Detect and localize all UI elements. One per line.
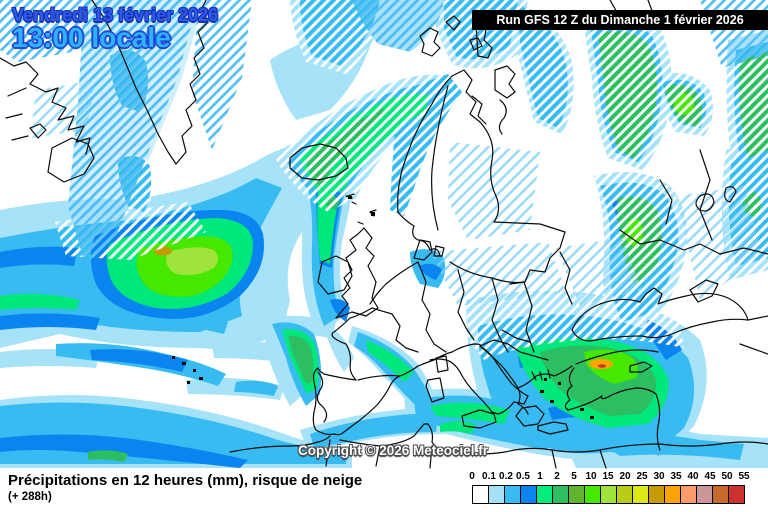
legend-cell <box>488 485 505 504</box>
legend-label: 55 <box>738 471 750 482</box>
legend-cell <box>552 485 569 504</box>
legend-label: 20 <box>619 471 631 482</box>
legend-cell <box>568 485 585 504</box>
map-caption: Précipitations en 12 heures (mm), risque… <box>8 472 363 489</box>
legend-cell <box>504 485 521 504</box>
footer-bar: Précipitations en 12 heures (mm), risque… <box>0 470 768 512</box>
legend-cell <box>632 485 649 504</box>
legend-cell <box>536 485 553 504</box>
legend-cell <box>616 485 633 504</box>
legend-cell <box>472 485 489 504</box>
legend-label: 0.2 <box>499 471 513 482</box>
legend-cell <box>664 485 681 504</box>
legend-label: 2 <box>554 471 560 482</box>
legend-label: 1 <box>537 471 543 482</box>
snow-hatch-blue-layer <box>0 0 768 306</box>
legend-cell <box>696 485 713 504</box>
legend-label: 50 <box>721 471 733 482</box>
legend-cell <box>520 485 537 504</box>
small-islands <box>172 196 594 419</box>
legend-label: 0.5 <box>516 471 530 482</box>
copyright-watermark: Copyright © 2026 Meteociel.fr <box>298 443 488 458</box>
legend-label: 30 <box>653 471 665 482</box>
legend-label: 0 <box>469 471 475 482</box>
legend-label: 35 <box>670 471 682 482</box>
legend-label: 5 <box>571 471 577 482</box>
forecast-lead-time: (+ 288h) <box>8 491 52 503</box>
legend-label: 0.1 <box>482 471 496 482</box>
legend-cell <box>648 485 665 504</box>
legend-label: 40 <box>687 471 699 482</box>
legend-label: 25 <box>636 471 648 482</box>
legend-label: 45 <box>704 471 716 482</box>
run-info-box: Run GFS 12 Z du Dimanche 1 février 2026 <box>472 10 768 30</box>
legend-cell <box>728 485 745 504</box>
legend-label: 15 <box>602 471 614 482</box>
legend-cell <box>712 485 729 504</box>
legend-cell <box>680 485 697 504</box>
legend-label: 10 <box>585 471 597 482</box>
legend-cell <box>584 485 601 504</box>
legend-cell <box>600 485 617 504</box>
legend-value-labels: 0 0.1 0.2 0.5 1 2 5 10 15 20 25 30 35 40 45 50 55 <box>469 471 761 483</box>
precip-color-scale: 0 0.1 0.2 0.5 1 2 5 10 15 20 25 30 35 40 45 50 55 <box>469 471 764 511</box>
legend-color-cells <box>472 485 745 504</box>
weather-map <box>0 0 768 469</box>
